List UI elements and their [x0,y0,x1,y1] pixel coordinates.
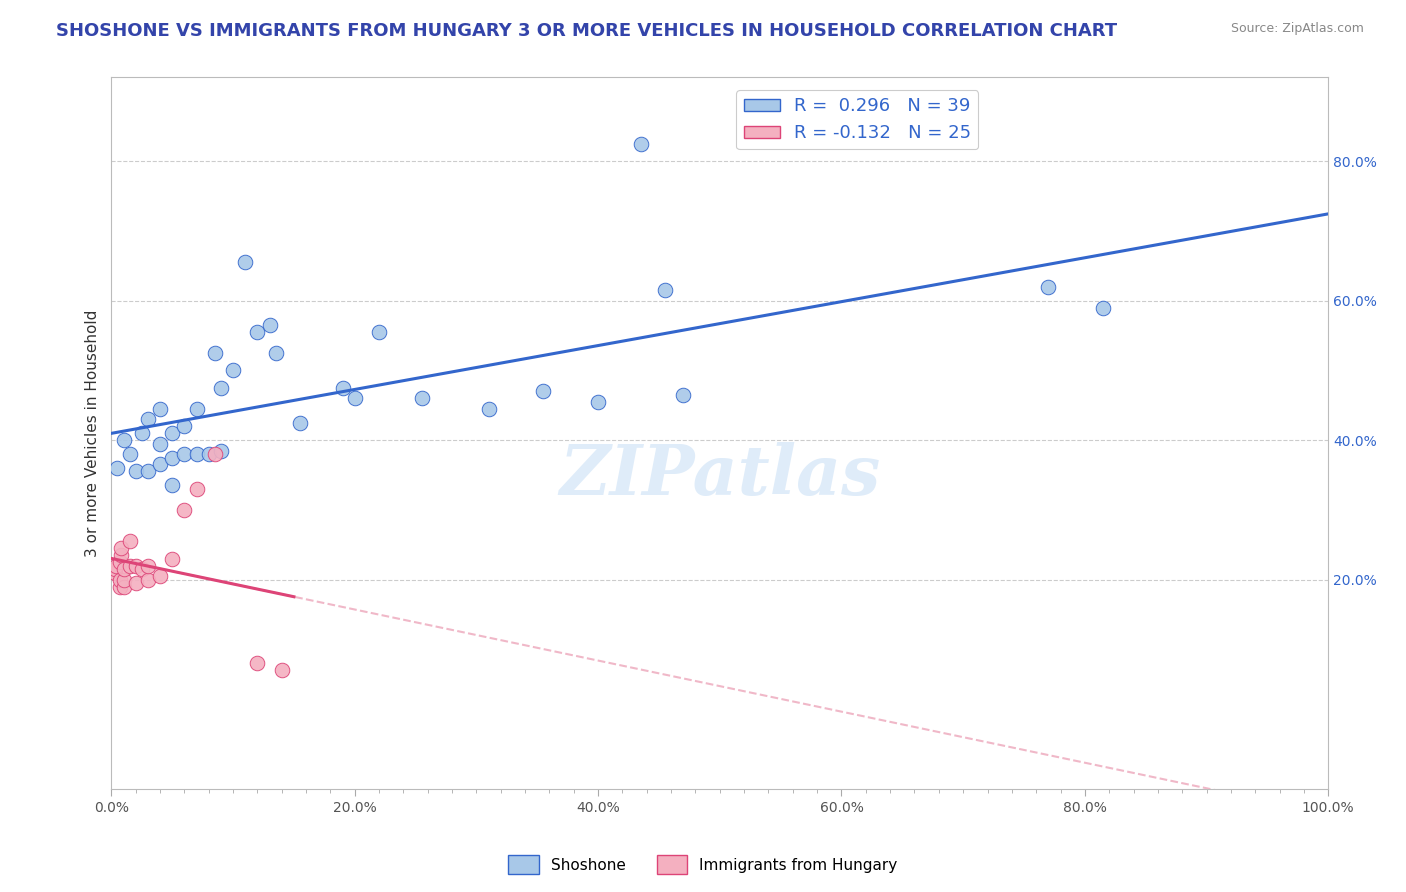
Point [197,447,219,461]
Point [131,426,153,441]
Point [186,447,208,461]
Point [125,465,148,479]
Text: SHOSHONE VS IMMIGRANTS FROM HUNGARY 3 OR MORE VEHICLES IN HOUSEHOLD CORRELATION : SHOSHONE VS IMMIGRANTS FROM HUNGARY 3 OR… [56,22,1118,40]
Point [222,363,245,377]
Point [368,325,391,339]
Point [108,555,131,569]
Point [246,325,269,339]
Point [672,388,695,402]
Point [246,657,269,671]
Point [136,573,159,587]
Point [104,566,127,580]
Text: ZIPatlas: ZIPatlas [560,442,880,509]
Point [654,283,676,297]
Point [110,548,132,562]
Point [204,346,226,360]
Point [112,573,135,587]
Point [118,534,141,549]
Point [108,580,131,594]
Point [233,255,256,269]
Point [162,426,184,441]
Point [125,576,148,591]
Point [108,573,131,587]
Point [136,412,159,426]
Point [105,558,128,573]
Point [531,384,554,399]
Legend: Shoshone, Immigrants from Hungary: Shoshone, Immigrants from Hungary [502,849,904,880]
Point [186,482,208,496]
Point [411,391,433,405]
Point [162,551,184,566]
Point [586,394,609,409]
Point [110,541,132,556]
Point [209,443,232,458]
Legend: R =  0.296   N = 39, R = -0.132   N = 25: R = 0.296 N = 39, R = -0.132 N = 25 [737,90,979,150]
Point [162,478,184,492]
Point [270,663,292,677]
Point [112,562,135,576]
Point [478,401,501,416]
Point [149,458,172,472]
Point [1038,279,1060,293]
Point [136,465,159,479]
Point [162,450,184,465]
Point [186,401,208,416]
Point [332,381,354,395]
Point [131,562,153,576]
Point [173,503,195,517]
Point [264,346,287,360]
Point [343,391,366,405]
Point [118,447,141,461]
Point [630,136,652,151]
Point [149,401,172,416]
Point [149,436,172,450]
Point [136,558,159,573]
Point [259,318,281,332]
Point [204,447,226,461]
Y-axis label: 3 or more Vehicles in Household: 3 or more Vehicles in Household [86,310,100,557]
Point [173,447,195,461]
Point [209,381,232,395]
Point [118,558,141,573]
Text: Source: ZipAtlas.com: Source: ZipAtlas.com [1230,22,1364,36]
Point [173,419,195,434]
Point [112,580,135,594]
Point [104,562,127,576]
Point [149,569,172,583]
Point [1092,301,1115,315]
Point [112,433,135,447]
Point [107,461,129,475]
Point [125,558,148,573]
Point [288,416,311,430]
